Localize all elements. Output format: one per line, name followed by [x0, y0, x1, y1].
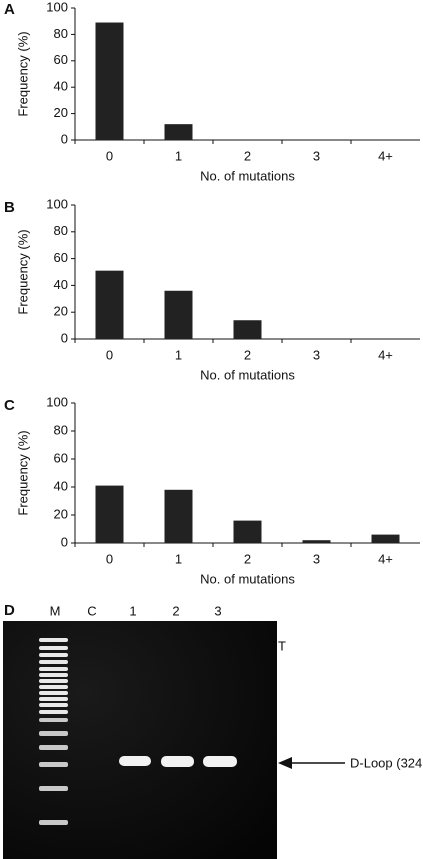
gel-band	[203, 756, 237, 767]
x-tick-label: 2	[244, 551, 251, 566]
ladder-band	[39, 667, 68, 671]
lane-label: 2	[172, 603, 179, 618]
bar	[233, 520, 262, 543]
panel-label: B	[4, 199, 15, 216]
arrow-head	[278, 757, 292, 769]
y-tick-label: 40	[54, 79, 68, 94]
lane-label: 1	[129, 603, 136, 618]
ladder-band	[39, 786, 68, 791]
y-axis-label: Frequency (%)	[15, 229, 30, 314]
gel-band	[161, 756, 194, 767]
y-tick-label: 100	[46, 394, 68, 409]
bar	[164, 489, 193, 543]
ladder-band	[39, 660, 68, 664]
x-tick-label: 3	[313, 551, 320, 566]
lane-label: M	[50, 603, 61, 618]
marker-label: T	[278, 638, 286, 653]
x-tick-label: 4+	[378, 148, 393, 163]
ladder-band	[39, 703, 68, 707]
y-tick-label: 0	[61, 330, 68, 345]
x-tick-label: 1	[175, 551, 182, 566]
ladder-band	[39, 638, 68, 642]
x-tick-label: 0	[106, 148, 113, 163]
ladder-band	[39, 745, 68, 750]
y-tick-label: 60	[54, 450, 68, 465]
x-tick-label: 0	[106, 551, 113, 566]
x-tick-label: 3	[313, 148, 320, 163]
y-tick-label: 60	[54, 52, 68, 67]
x-axis-label: No. of mutations	[200, 168, 295, 183]
y-tick-label: 20	[54, 105, 68, 120]
bar	[95, 22, 124, 140]
ladder-band	[39, 697, 68, 701]
band-label: D-Loop (324 bp)	[350, 755, 423, 770]
ladder	[39, 638, 68, 825]
x-tick-label: 2	[244, 148, 251, 163]
bar	[164, 124, 193, 140]
ladder-band	[39, 762, 68, 767]
panel-label: C	[4, 397, 15, 414]
x-tick-label: 4+	[378, 347, 393, 362]
y-tick-label: 20	[54, 304, 68, 319]
gel-band	[119, 756, 151, 766]
panel-label: A	[4, 1, 15, 18]
y-tick-label: 100	[46, 196, 68, 211]
y-tick-label: 100	[46, 0, 68, 14]
bar	[302, 540, 331, 543]
ladder-band	[39, 646, 68, 650]
bar	[371, 534, 400, 543]
y-axis-label: Frequency (%)	[15, 31, 30, 116]
ladder-band	[39, 820, 68, 825]
y-tick-label: 0	[61, 534, 68, 549]
y-tick-label: 80	[54, 422, 68, 437]
ladder-band	[39, 731, 68, 736]
x-axis-label: No. of mutations	[200, 571, 295, 586]
y-tick-label: 20	[54, 506, 68, 521]
ladder-band	[39, 685, 68, 689]
y-axis-label: Frequency (%)	[15, 430, 30, 515]
lane-label: C	[87, 603, 96, 618]
ladder-band	[39, 691, 68, 695]
x-tick-label: 1	[175, 347, 182, 362]
x-tick-label: 1	[175, 148, 182, 163]
y-tick-label: 40	[54, 478, 68, 493]
y-tick-label: 40	[54, 277, 68, 292]
x-tick-label: 0	[106, 347, 113, 362]
y-tick-label: 80	[54, 26, 68, 41]
ladder-band	[39, 710, 68, 714]
panel-label: D	[4, 602, 15, 619]
y-tick-label: 80	[54, 223, 68, 238]
lane-label: 3	[214, 603, 221, 618]
ladder-band	[39, 679, 68, 683]
ladder-band	[39, 718, 68, 722]
bar	[95, 485, 124, 543]
x-tick-label: 3	[313, 347, 320, 362]
x-axis-label: No. of mutations	[200, 367, 295, 382]
y-tick-label: 60	[54, 250, 68, 265]
bar	[164, 290, 193, 339]
x-tick-label: 4+	[378, 551, 393, 566]
x-tick-label: 2	[244, 347, 251, 362]
bar	[233, 320, 262, 339]
ladder-band	[39, 653, 68, 657]
ladder-band	[39, 673, 68, 677]
y-tick-label: 0	[61, 131, 68, 146]
bar	[95, 270, 124, 339]
